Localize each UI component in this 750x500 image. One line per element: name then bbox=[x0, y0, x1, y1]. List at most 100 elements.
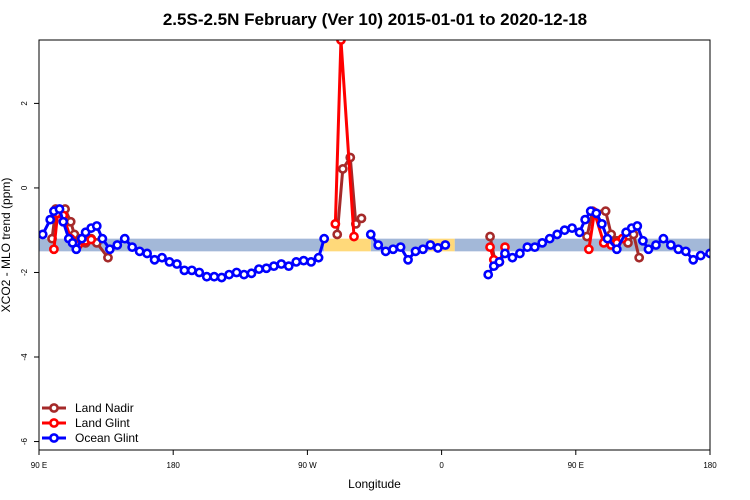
series-1-line-1 bbox=[333, 40, 356, 237]
series-2-point-0-25 bbox=[194, 267, 205, 278]
series-2-point-0-36 bbox=[276, 259, 287, 269]
legend-swatch-marker-2 bbox=[49, 433, 59, 443]
series-2-point-2-11 bbox=[559, 225, 570, 236]
band-1-segment-0 bbox=[324, 238, 371, 252]
series-2-point-0-7 bbox=[71, 244, 82, 255]
x-tick-label-0: 90 E bbox=[31, 461, 47, 470]
y-tick-label-4: -6 bbox=[20, 437, 29, 445]
legend-item-2: Ocean Glint bbox=[42, 431, 139, 445]
series-2-point-1-1 bbox=[373, 240, 384, 250]
series-2-point-0-32 bbox=[246, 268, 257, 279]
series-2-point-0-18 bbox=[142, 248, 153, 259]
legend-item-1: Land Glint bbox=[42, 416, 130, 430]
series-2-point-1-3 bbox=[388, 244, 399, 255]
series-2-point-2-25 bbox=[651, 240, 661, 250]
series-2-point-0-40 bbox=[306, 257, 317, 267]
series-2 bbox=[39, 204, 710, 283]
series-2-point-0-38 bbox=[291, 257, 302, 267]
y-tick-label-2: -2 bbox=[20, 268, 29, 276]
series-2-point-0-0 bbox=[39, 229, 48, 240]
series-2-point-2-22 bbox=[632, 221, 643, 231]
x-axis: 90 E 180 90 W 0 90 E 180 bbox=[31, 450, 717, 470]
series-2-point-1-8 bbox=[425, 240, 436, 250]
series-2-point-0-21 bbox=[164, 257, 175, 267]
legend-swatch-marker-0 bbox=[49, 403, 59, 413]
series-2-point-0-31 bbox=[239, 269, 249, 280]
series-2-point-2-3 bbox=[500, 248, 510, 259]
series-1-point-1-0 bbox=[330, 218, 341, 229]
series-2-point-0-33 bbox=[254, 264, 264, 274]
series-2-point-0-30 bbox=[231, 267, 242, 278]
series-2-point-0-34 bbox=[261, 263, 272, 274]
series-2-point-1-9 bbox=[432, 243, 443, 253]
series-2-point-0-13 bbox=[104, 244, 115, 255]
series-2-point-2-13 bbox=[574, 227, 585, 238]
series-2-point-2-16 bbox=[591, 208, 602, 219]
series-2-point-1-6 bbox=[410, 246, 421, 257]
series-2-point-0-15 bbox=[119, 233, 130, 244]
series-1-point-0-0 bbox=[49, 244, 59, 255]
series-2-point-0-28 bbox=[216, 272, 227, 283]
series-2-point-2-10 bbox=[552, 229, 563, 240]
x-tick-label-5: 180 bbox=[703, 461, 717, 470]
series-2-point-0-24 bbox=[186, 265, 197, 276]
series-2-point-0-16 bbox=[127, 242, 138, 253]
x-tick-label-4: 90 E bbox=[568, 461, 584, 470]
y-axis-label: XCO2 - MLO trend (ppm) bbox=[0, 178, 13, 313]
series-2-point-0-42 bbox=[319, 233, 330, 244]
series-2-point-0-4 bbox=[58, 216, 69, 227]
series-2-point-1-4 bbox=[395, 242, 406, 253]
series-2-point-0-22 bbox=[172, 259, 182, 269]
series-2-point-0-27 bbox=[209, 271, 220, 282]
series-2-point-1-7 bbox=[418, 244, 428, 255]
series-2-point-2-7 bbox=[529, 242, 540, 253]
series-2-point-2-28 bbox=[673, 244, 684, 255]
plot-frame bbox=[38, 39, 711, 451]
series-0-point-1-1 bbox=[337, 164, 348, 174]
y-axis: 2 0 -2 -4 -6 bbox=[20, 101, 39, 445]
series-2-point-0-23 bbox=[179, 265, 190, 276]
series-0-point-1-4 bbox=[356, 213, 367, 224]
series-1-point-0-6 bbox=[86, 234, 97, 245]
series-2-point-2-17 bbox=[596, 218, 607, 229]
series-0-point-2-0 bbox=[485, 231, 495, 242]
series-2-point-2-30 bbox=[688, 254, 699, 265]
series-2-point-2-23 bbox=[638, 235, 648, 246]
legend-item-0: Land Nadir bbox=[42, 401, 134, 415]
series-1-point-2-0 bbox=[485, 242, 495, 253]
series-2-point-0-37 bbox=[283, 261, 294, 272]
series-2-point-0-35 bbox=[268, 261, 279, 272]
series-2-point-0-1 bbox=[45, 214, 56, 225]
series-2-point-0-29 bbox=[224, 269, 235, 280]
x-tick-label-3: 0 bbox=[439, 461, 444, 470]
y-tick-label-3: -4 bbox=[20, 353, 29, 361]
series-2-point-2-9 bbox=[544, 233, 555, 244]
series-2-point-2-5 bbox=[514, 248, 525, 259]
series-layer bbox=[39, 40, 710, 283]
series-2-point-2-27 bbox=[665, 240, 676, 250]
series-2-point-0-17 bbox=[134, 246, 145, 257]
series-1-point-3-0 bbox=[583, 244, 594, 255]
x-tick-label-2: 90 W bbox=[298, 461, 317, 470]
chart-title: 2.5S-2.5N February (Ver 10) 2015-01-01 t… bbox=[163, 10, 587, 29]
y-tick-label-1: 0 bbox=[20, 185, 29, 190]
series-2-point-1-5 bbox=[403, 254, 413, 265]
series-0-point-0-3 bbox=[65, 216, 76, 227]
series-2-point-2-2 bbox=[494, 257, 505, 267]
series-2-point-0-20 bbox=[157, 252, 167, 263]
series-2-point-2-0 bbox=[483, 269, 494, 280]
series-2-point-0-12 bbox=[97, 233, 108, 244]
series-0-point-1-0 bbox=[332, 229, 343, 240]
series-2-point-2-12 bbox=[567, 223, 577, 233]
series-2-point-2-31 bbox=[695, 250, 706, 261]
series-2-point-2-18 bbox=[602, 233, 613, 244]
series-2-point-1-2 bbox=[380, 246, 391, 257]
series-2-point-1-0 bbox=[365, 229, 376, 240]
series-2-point-0-26 bbox=[201, 271, 212, 282]
legend-label-1: Land Glint bbox=[75, 416, 130, 430]
series-2-point-2-32 bbox=[705, 248, 710, 259]
series-2-point-2-19 bbox=[611, 244, 622, 255]
legend-label-2: Ocean Glint bbox=[75, 431, 139, 445]
